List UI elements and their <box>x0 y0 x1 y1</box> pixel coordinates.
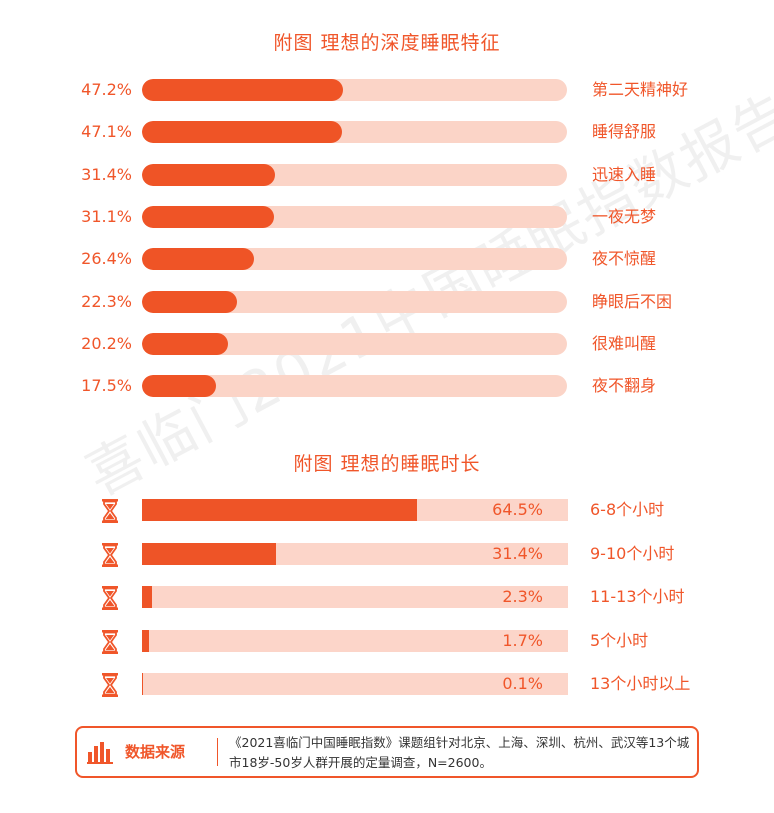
bar <box>142 375 217 398</box>
data-label: 64.5% <box>492 500 543 519</box>
bar <box>142 248 255 271</box>
category-label: 第二天精神好 <box>592 80 689 99</box>
chart1-row: 17.5% 夜不翻身 <box>0 375 774 398</box>
hourglass-icon <box>102 673 118 697</box>
chart2-row: 2.3% 11-13个小时 <box>0 586 774 610</box>
data-label: 31.4% <box>492 543 543 563</box>
chart1-row: 31.4% 迅速入睡 <box>0 163 774 186</box>
category-label: 迅速入睡 <box>592 164 657 184</box>
bar <box>142 205 275 228</box>
chart1-row: 47.2% 第二天精神好 <box>0 79 774 101</box>
bar <box>142 499 417 521</box>
bar-track <box>142 205 567 228</box>
bar <box>142 542 276 565</box>
bar-track <box>142 290 567 313</box>
bar <box>142 163 276 186</box>
chart2-title: 附图 理想的睡眠时长 <box>293 453 481 475</box>
hourglass-icon <box>102 586 118 610</box>
category-label: 13个小时以上 <box>590 674 691 693</box>
category-label: 睁眼后不困 <box>592 291 673 311</box>
chart1-row: 20.2% 很难叫醒 <box>0 332 774 355</box>
bar <box>142 79 343 101</box>
chart1-row: 47.1% 睡得舒服 <box>0 121 774 144</box>
data-label: 17.5% <box>81 376 132 396</box>
data-label: 47.2% <box>81 80 132 99</box>
chart1-row: 31.1% 一夜无梦 <box>0 205 774 228</box>
data-label: 26.4% <box>81 249 132 269</box>
bar-track <box>142 629 568 652</box>
category-label: 一夜无梦 <box>592 206 657 226</box>
category-label: 夜不翻身 <box>592 376 657 396</box>
hourglass-icon <box>102 542 118 567</box>
category-label: 很难叫醒 <box>592 333 657 353</box>
data-label: 31.1% <box>81 206 132 226</box>
bar-track <box>142 79 567 101</box>
chart1-row: 22.3% 睁眼后不困 <box>0 290 774 313</box>
bar <box>142 586 152 608</box>
bar-track <box>142 248 567 271</box>
bar <box>142 673 144 695</box>
bar-track <box>142 121 567 144</box>
source-text: 《2021喜临门中国睡眠指数》课题组针对北京、上海、深圳、杭州、武汉等13个城市… <box>229 735 690 770</box>
bar <box>142 290 237 313</box>
bar-track <box>142 586 568 608</box>
bar-track <box>142 499 568 521</box>
chart1-title: 附图 理想的深度睡眠特征 <box>273 32 501 54</box>
source-divider <box>217 738 218 766</box>
category-label: 睡得舒服 <box>592 122 657 142</box>
hourglass-icon <box>102 629 118 654</box>
category-label: 5个小时 <box>590 630 649 650</box>
chart2-row: 1.7% 5个小时 <box>0 629 774 654</box>
bar-chart-icon <box>87 742 113 764</box>
bar-track <box>142 163 567 186</box>
category-label: 11-13个小时 <box>590 587 685 606</box>
chart2-row: 0.1% 13个小时以上 <box>0 673 774 697</box>
data-label: 1.7% <box>502 630 543 650</box>
data-label: 47.1% <box>81 122 132 142</box>
data-label: 22.3% <box>81 291 132 311</box>
chart1-row: 26.4% 夜不惊醒 <box>0 248 774 271</box>
category-label: 夜不惊醒 <box>592 249 657 269</box>
bar <box>142 629 150 652</box>
bar <box>142 121 343 144</box>
bar-track <box>142 375 567 398</box>
data-label: 31.4% <box>81 164 132 184</box>
source-box: 数据来源 《2021喜临门中国睡眠指数》课题组针对北京、上海、深圳、杭州、武汉等… <box>75 726 699 778</box>
source-label: 数据来源 <box>125 743 186 761</box>
bar-track <box>142 673 568 695</box>
chart2-row: 64.5% 6-8个小时 <box>0 499 774 523</box>
category-label: 6-8个小时 <box>590 500 665 519</box>
bar-track <box>142 542 568 565</box>
bar-track <box>142 332 567 355</box>
category-label: 9-10个小时 <box>590 543 675 563</box>
data-label: 2.3% <box>502 587 543 606</box>
hourglass-icon <box>102 499 118 523</box>
bar <box>142 332 228 355</box>
chart2-row: 31.4% 9-10个小时 <box>0 542 774 567</box>
data-label: 20.2% <box>81 333 132 353</box>
data-label: 0.1% <box>502 674 543 693</box>
